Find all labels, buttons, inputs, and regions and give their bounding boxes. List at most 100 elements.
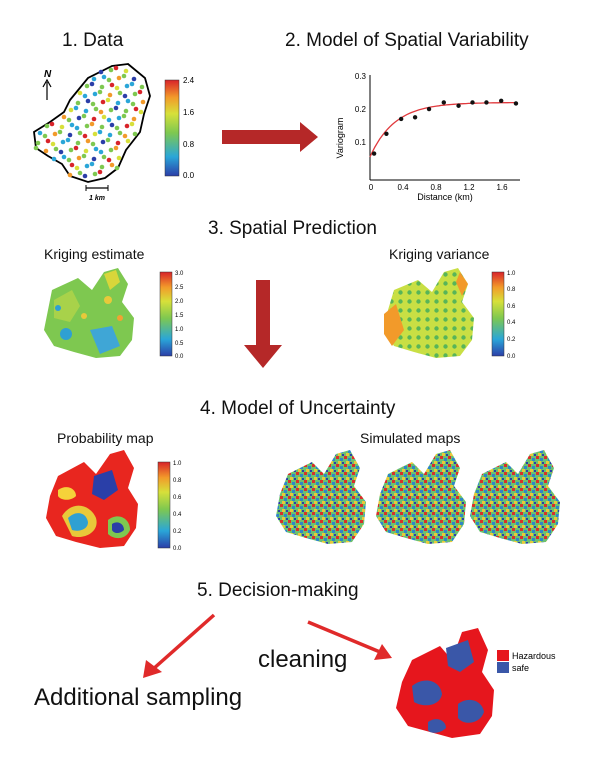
sample-point [33,145,39,151]
data-colorbar [164,79,180,177]
sample-point [138,109,144,115]
sample-point [69,122,75,128]
variogram-point [398,116,404,122]
sample-point [76,155,82,161]
sample-point [99,84,105,90]
estimate-tick-6: 0.0 [175,354,184,360]
sample-point [67,132,73,138]
sample-point [139,84,145,90]
sample-point [84,123,90,129]
sample-point [82,173,88,179]
sample-point [106,77,112,83]
sample-point [89,161,95,167]
sample-point [123,68,129,74]
sample-point [97,89,103,95]
sample-point [109,122,115,128]
scale-bar-label: 1 km [89,195,105,202]
additional-sampling-label: Additional sampling [34,684,243,711]
variogram-point [441,100,446,105]
sample-point [121,73,127,79]
sample-point [90,141,96,147]
variogram-xtick-0: 0 [369,183,374,192]
variogram-model-curve [369,101,518,158]
sample-point [92,171,98,177]
sample-point [108,107,114,113]
step-1-title: 1. Data [62,30,124,51]
data-cbar-tick-2: 0.8 [183,140,195,149]
sample-point [57,129,63,135]
sample-point [130,101,136,107]
sample-point [51,156,57,162]
sample-point [129,81,135,87]
prob-tick-3: 0.4 [173,512,182,518]
sample-point [90,101,96,107]
sample-point [125,138,131,144]
sample-point [122,93,128,99]
legend-hazardous-label: Hazardous [512,651,556,661]
sample-point [116,115,122,121]
sample-point [92,131,98,137]
simulated-map-1 [276,450,366,544]
variogram-point [470,100,475,105]
sample-point [133,106,139,112]
sample-point [77,90,83,96]
kriging-variance-map: 1.0 0.8 0.6 0.4 0.2 0.0 [384,268,516,360]
legend-hazardous-swatch [497,650,509,661]
sample-point [105,137,111,143]
sample-point [132,131,138,137]
sample-point [125,98,131,104]
sample-point [83,108,89,114]
data-cbar-tick-1: 1.6 [183,108,195,117]
simulated-maps [276,450,560,544]
cleaning-label: cleaning [258,646,348,673]
sample-point [115,100,121,106]
sample-point [69,162,75,168]
variogram-chart: Variogram Distance (km) 0.3 0.2 0.1 0 0.… [335,72,520,202]
sample-point [81,113,87,119]
variogram-ytick-2: 0.1 [355,138,367,147]
variogram-ytick-1: 0.2 [355,105,367,114]
sample-point [75,100,81,106]
simulated-map-3 [470,450,560,544]
sample-point [73,145,79,151]
sample-point [100,99,106,105]
sample-point [106,157,112,163]
variogram-xtick-3: 1.2 [463,183,475,192]
sample-point [85,138,91,144]
sample-point [66,157,72,163]
variogram-ylabel: Variogram [335,118,345,159]
sample-point [93,146,99,152]
sample-point [140,99,146,105]
sample-point [105,97,111,103]
variance-tick-1: 0.8 [507,287,516,293]
arrow-data-to-variogram [222,122,318,152]
sample-point [101,74,107,80]
variogram-point [456,103,461,108]
sample-point [98,149,104,155]
probability-map: 1.0 0.8 0.6 0.4 0.2 0.0 [46,450,182,552]
sample-point [114,165,120,171]
legend-safe-label: safe [512,663,529,673]
estimate-tick-4: 1.0 [175,327,184,333]
data-cbar-tick-3: 0.0 [183,171,195,180]
sample-point [68,147,74,153]
prob-tick-2: 0.6 [173,495,182,501]
sample-point [65,137,71,143]
north-label: N [44,69,52,80]
sample-point [117,90,123,96]
variogram-point [412,115,418,120]
sample-point [83,148,89,154]
data-panel: N 1 km 2.4 1.6 0.8 0.0 [33,63,195,202]
variogram-point [384,131,389,136]
sample-point [114,125,120,131]
sample-point [73,105,79,111]
sample-point [85,98,91,104]
prob-tick-0: 1.0 [173,461,182,467]
sample-point [107,132,113,138]
sample-point [124,123,130,129]
prob-tick-5: 0.0 [173,546,182,552]
step-4-title: 4. Model of Uncertainty [200,398,396,419]
sample-point [131,116,137,122]
sample-point [53,146,59,152]
simulated-maps-title: Simulated maps [360,430,461,446]
